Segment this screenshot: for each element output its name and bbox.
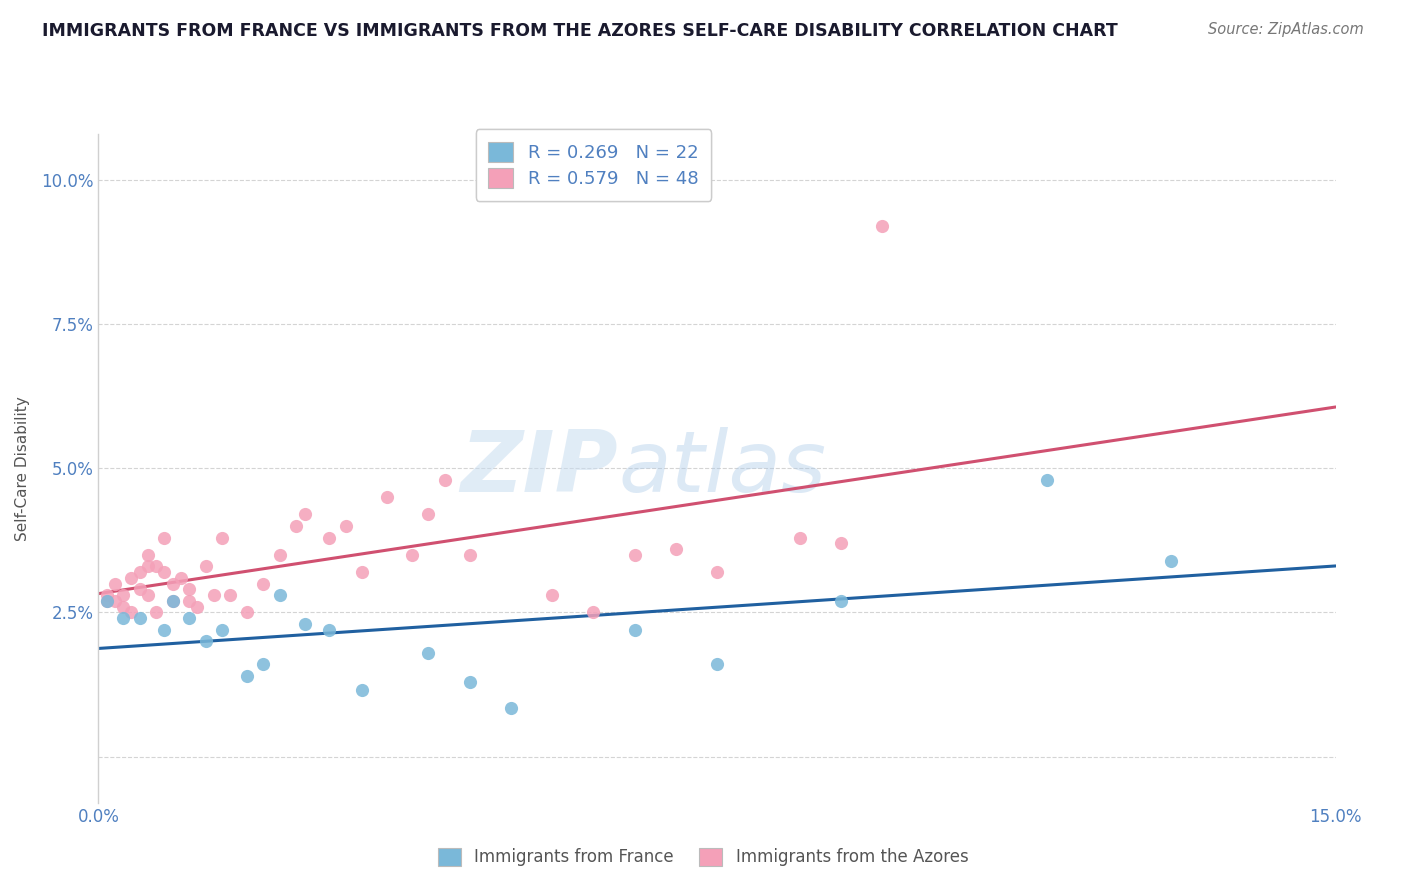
Text: Source: ZipAtlas.com: Source: ZipAtlas.com [1208,22,1364,37]
Point [1160,553,1182,567]
Point [252,576,274,591]
Point [318,623,340,637]
Point [318,531,340,545]
Point [145,559,167,574]
Point [433,473,456,487]
Point [162,576,184,591]
Text: ZIP: ZIP [460,426,619,510]
Point [153,531,176,545]
Point [162,594,184,608]
Point [335,519,357,533]
Point [665,542,688,557]
Y-axis label: Self-Care Disability: Self-Care Disability [15,396,30,541]
Point [211,623,233,637]
Point [162,594,184,608]
Point [623,623,645,637]
Point [252,657,274,672]
Point [870,219,893,233]
Point [623,548,645,562]
Point [294,508,316,522]
Point [541,588,564,602]
Point [96,588,118,602]
Point [830,536,852,550]
Point [136,559,159,574]
Point [186,599,208,614]
Point [219,588,242,602]
Point [194,634,217,648]
Point [789,531,811,545]
Point [128,582,150,597]
Point [706,657,728,672]
Point [128,565,150,579]
Point [194,559,217,574]
Point [352,683,374,698]
Legend: R = 0.269   N = 22, R = 0.579   N = 48: R = 0.269 N = 22, R = 0.579 N = 48 [475,129,711,201]
Point [352,565,374,579]
Point [104,594,127,608]
Point [145,606,167,620]
Point [153,565,176,579]
Point [401,548,423,562]
Point [236,669,259,683]
Point [96,594,118,608]
Point [582,606,605,620]
Point [170,571,193,585]
Point [179,594,201,608]
Point [830,594,852,608]
Point [153,623,176,637]
Point [112,611,135,625]
Point [96,594,118,608]
Point [104,576,127,591]
Point [285,519,308,533]
Point [211,531,233,545]
Point [269,588,291,602]
Point [120,571,142,585]
Point [706,565,728,579]
Point [499,700,522,714]
Point [418,646,440,660]
Text: atlas: atlas [619,426,827,510]
Point [202,588,225,602]
Point [236,606,259,620]
Point [112,599,135,614]
Point [112,588,135,602]
Point [418,508,440,522]
Point [128,611,150,625]
Point [1036,473,1059,487]
Text: IMMIGRANTS FROM FRANCE VS IMMIGRANTS FROM THE AZORES SELF-CARE DISABILITY CORREL: IMMIGRANTS FROM FRANCE VS IMMIGRANTS FRO… [42,22,1118,40]
Point [179,611,201,625]
Point [375,490,398,504]
Point [120,606,142,620]
Point [269,548,291,562]
Legend: Immigrants from France, Immigrants from the Azores: Immigrants from France, Immigrants from … [429,839,977,875]
Point [458,674,481,689]
Point [136,548,159,562]
Point [294,617,316,632]
Point [458,548,481,562]
Point [136,588,159,602]
Point [179,582,201,597]
